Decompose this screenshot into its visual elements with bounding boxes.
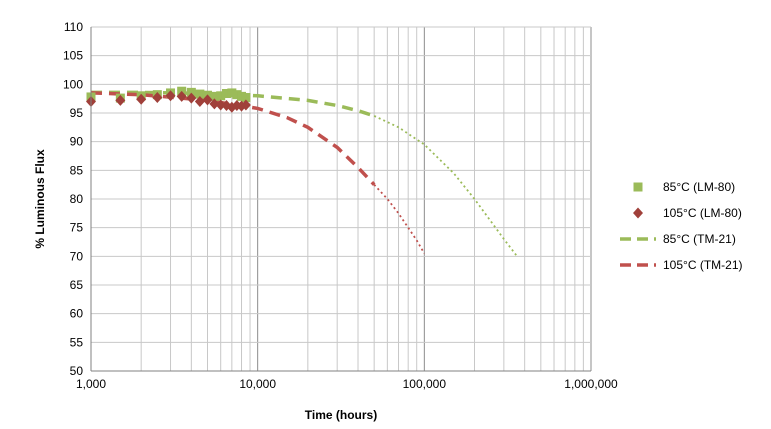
y-tick-label: 95 bbox=[70, 106, 84, 120]
data-point bbox=[115, 94, 126, 106]
x-axis-title: Time (hours) bbox=[305, 408, 377, 422]
data-point bbox=[176, 90, 187, 102]
series-line-4 bbox=[90, 91, 376, 186]
y-tick-label: 55 bbox=[70, 335, 84, 349]
legend-label: 105°C (TM-21) bbox=[663, 258, 742, 272]
y-tick-label: 60 bbox=[70, 307, 84, 321]
series-line-5 bbox=[373, 184, 426, 254]
x-tick-label: 1,000,000 bbox=[564, 377, 618, 391]
data-point bbox=[186, 87, 196, 97]
grid bbox=[90, 26, 592, 372]
data-point bbox=[240, 99, 251, 111]
series-line-3 bbox=[373, 115, 518, 257]
data-point bbox=[194, 96, 205, 108]
data-point bbox=[186, 92, 197, 104]
data-point bbox=[152, 92, 163, 104]
data-point bbox=[136, 93, 147, 105]
y-tick-label: 105 bbox=[63, 49, 83, 63]
x-tick-label: 10,000 bbox=[239, 377, 276, 391]
data-point bbox=[241, 93, 251, 103]
data-point bbox=[227, 88, 237, 98]
y-axis-title: % Luminous Flux bbox=[33, 149, 47, 249]
data-point bbox=[209, 98, 220, 110]
data-point bbox=[209, 91, 219, 101]
axes bbox=[90, 27, 591, 372]
y-tick-label: 75 bbox=[70, 221, 84, 235]
legend-label: 105°C (LM-80) bbox=[663, 206, 742, 220]
legend-label: 85°C (TM-21) bbox=[663, 232, 736, 246]
legend-marker bbox=[633, 182, 643, 192]
legend-marker bbox=[633, 207, 643, 219]
data-point bbox=[202, 94, 213, 106]
y-tick-label: 65 bbox=[70, 278, 84, 292]
data-point bbox=[195, 89, 205, 99]
y-tick-label: 50 bbox=[70, 364, 84, 378]
x-tick-label: 100,000 bbox=[403, 377, 447, 391]
y-tick-label: 110 bbox=[64, 20, 83, 34]
data-point bbox=[165, 90, 176, 102]
series-layer bbox=[86, 86, 518, 257]
y-tick-label: 70 bbox=[70, 249, 84, 263]
y-tick-label: 80 bbox=[70, 192, 84, 206]
legend-label: 85°C (LM-80) bbox=[663, 180, 735, 194]
legend: 85°C (LM-80) 105°C (LM-80) 85°C (TM-21) 105… bbox=[620, 180, 742, 272]
x-tick-label: 1,000 bbox=[76, 377, 106, 391]
tick-labels: 50 55 60 65 70 75 80 85 90 95 100 105 110 1,000 10,000… bbox=[63, 20, 618, 391]
y-tick-label: 90 bbox=[70, 135, 84, 149]
series-line-2 bbox=[91, 90, 375, 118]
data-point bbox=[216, 91, 226, 101]
y-tick-label: 100 bbox=[63, 77, 83, 91]
data-point bbox=[215, 99, 226, 111]
y-tick-label: 85 bbox=[70, 163, 84, 177]
data-point bbox=[232, 90, 242, 100]
data-point bbox=[221, 89, 231, 99]
